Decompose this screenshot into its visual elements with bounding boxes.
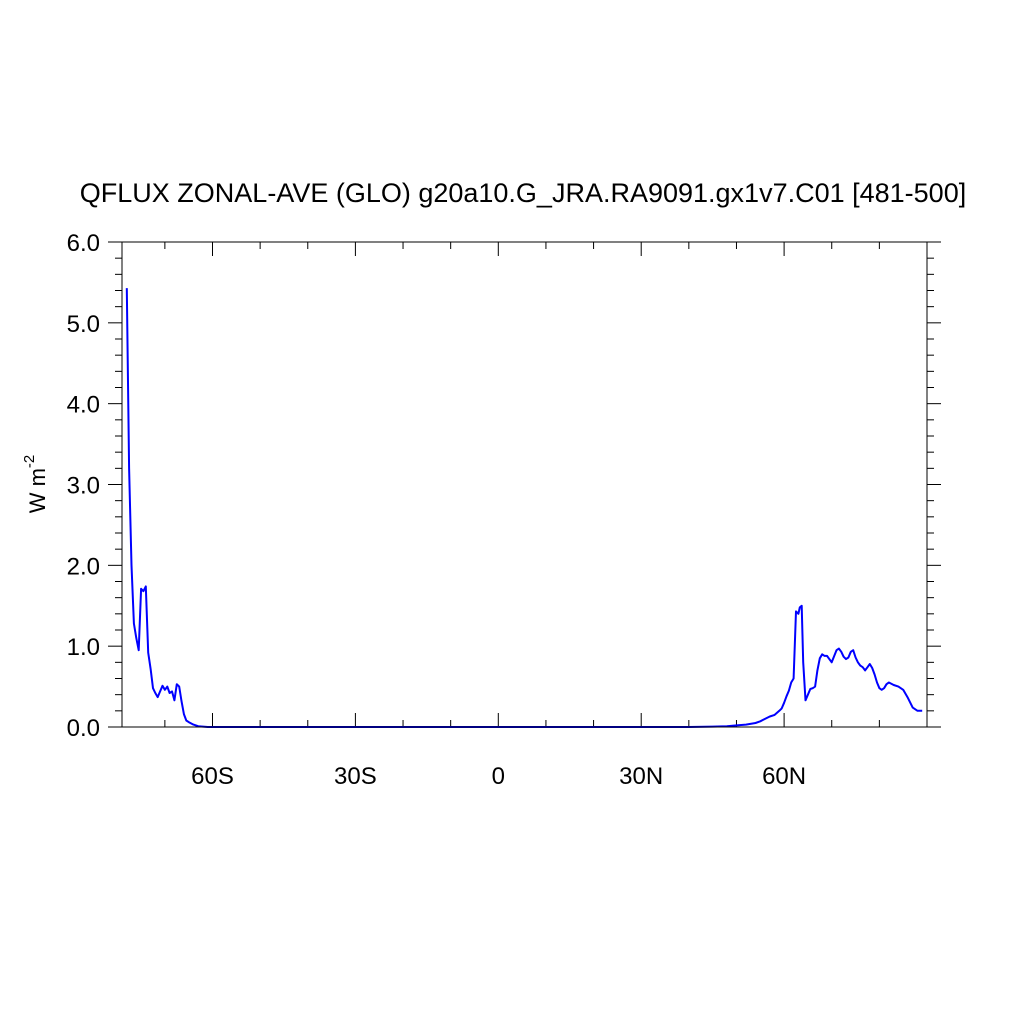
svg-text:W m-2: W m-2 xyxy=(21,455,50,514)
y-tick-label: 5.0 xyxy=(67,311,100,338)
y-tick-label: 3.0 xyxy=(67,473,100,500)
y-tick-label: 4.0 xyxy=(67,392,100,419)
y-axis-label-exponent: -2 xyxy=(21,455,38,468)
y-axis-label: W m-2 xyxy=(21,455,50,514)
x-tick-label: 60S xyxy=(191,763,234,790)
y-tick-label: 2.0 xyxy=(67,553,100,580)
series-line-0 xyxy=(125,288,923,728)
ticks-layer xyxy=(108,241,941,728)
x-tick-label: 0 xyxy=(492,763,505,790)
x-tick-label: 30S xyxy=(334,763,377,790)
y-tick-label: 0.0 xyxy=(67,715,100,742)
x-tick-label: 30N xyxy=(619,763,663,790)
y-tick-label: 1.0 xyxy=(67,634,100,661)
y-tick-label: 6.0 xyxy=(67,230,100,257)
y-axis-label-base: W m xyxy=(25,468,50,513)
series-layer xyxy=(125,288,923,728)
tick-labels-layer: 0.0 1.0 2.0 3.0 4.0 5.0 6.0 60S 30S 0 30N 60N xyxy=(67,230,806,790)
chart-title: QFLUX ZONAL-AVE (GLO) g20a10.G_JRA.RA909… xyxy=(80,178,966,208)
plot-frame xyxy=(121,241,928,728)
x-tick-label: 60N xyxy=(762,763,806,790)
